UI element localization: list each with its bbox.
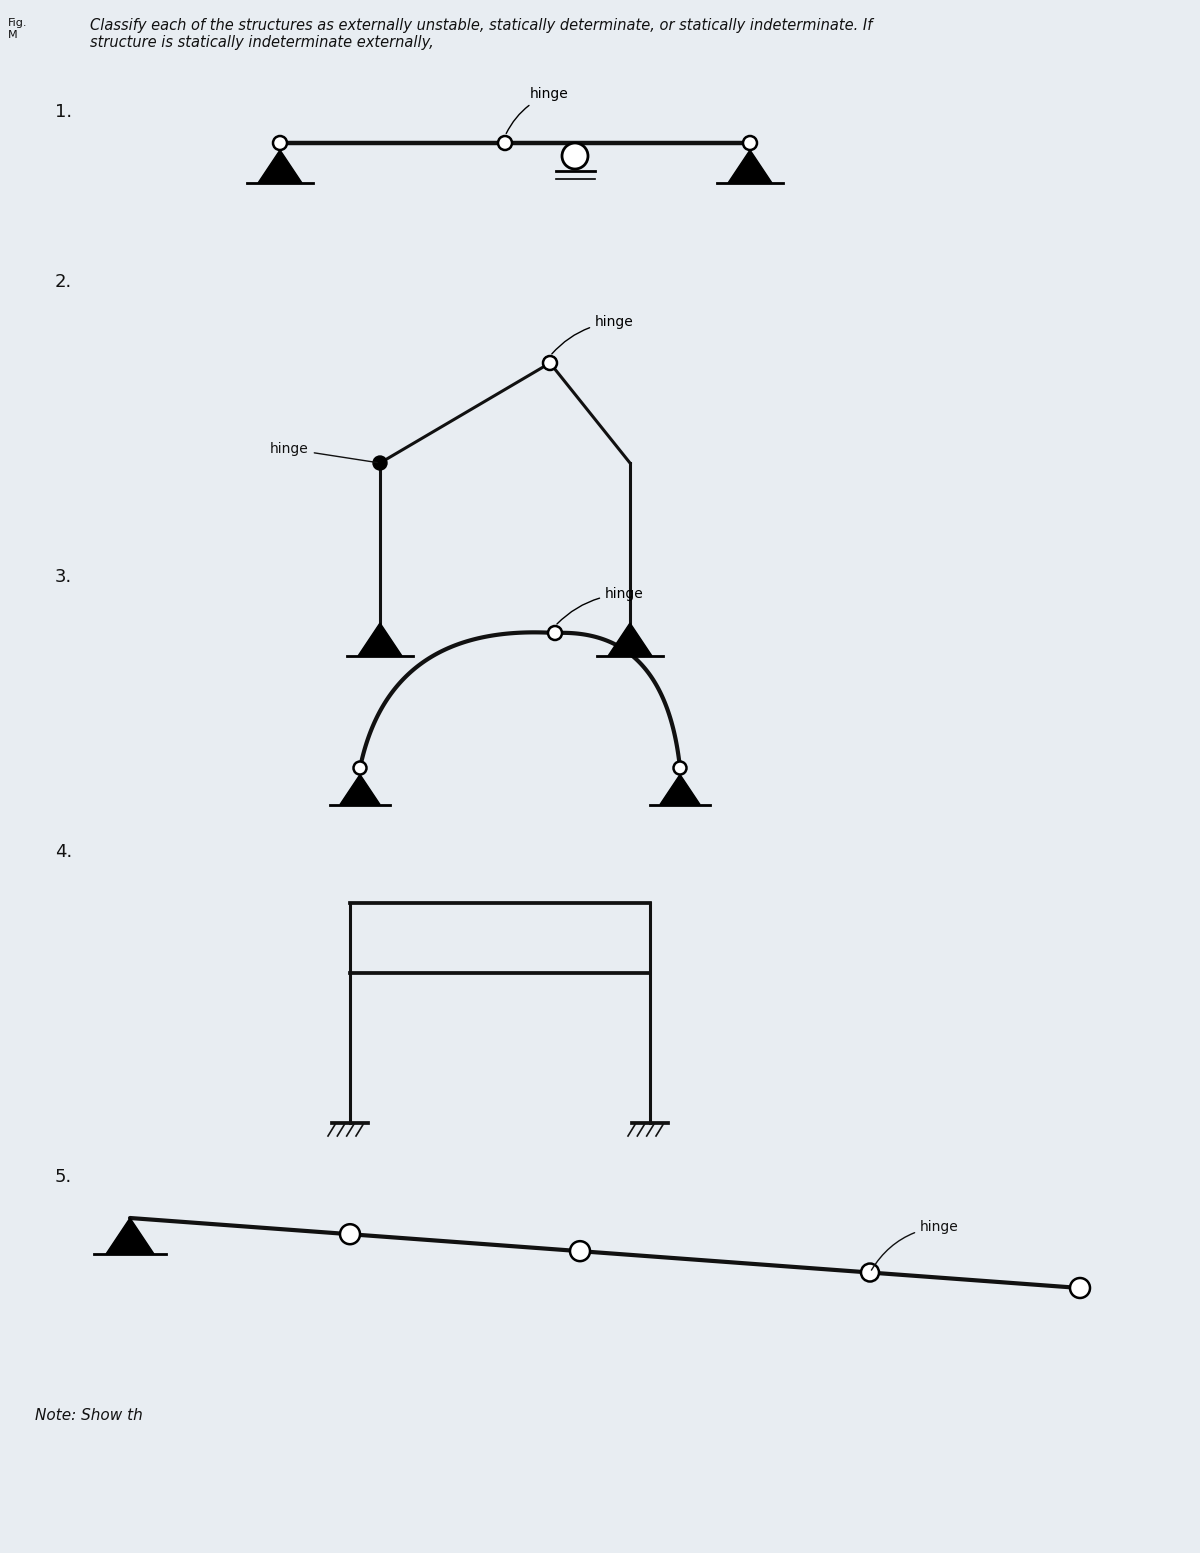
Text: hinge: hinge [552, 315, 634, 354]
Circle shape [860, 1264, 878, 1281]
Circle shape [498, 137, 512, 151]
Polygon shape [728, 151, 772, 183]
Circle shape [354, 761, 366, 775]
Polygon shape [258, 151, 302, 183]
Text: 2.: 2. [55, 273, 72, 290]
Text: Note: Show th: Note: Show th [35, 1409, 143, 1423]
Circle shape [673, 761, 686, 775]
Circle shape [274, 137, 287, 151]
Text: hinge: hinge [557, 587, 643, 624]
Text: hinge: hinge [871, 1219, 959, 1270]
Text: 1.: 1. [55, 102, 72, 121]
Text: 5.: 5. [55, 1168, 72, 1186]
Circle shape [570, 1241, 590, 1261]
Circle shape [340, 1224, 360, 1244]
Polygon shape [340, 775, 380, 804]
Text: hinge: hinge [270, 443, 377, 463]
Text: 3.: 3. [55, 568, 72, 585]
Circle shape [1070, 1278, 1090, 1298]
Text: 4.: 4. [55, 843, 72, 860]
Text: Fig.
M: Fig. M [8, 19, 28, 39]
Circle shape [542, 356, 557, 370]
Polygon shape [608, 623, 652, 655]
Text: Classify each of the structures as externally unstable, statically determinate, : Classify each of the structures as exter… [90, 19, 872, 50]
Polygon shape [660, 775, 700, 804]
Circle shape [562, 143, 588, 169]
Circle shape [743, 137, 757, 151]
Circle shape [548, 626, 562, 640]
Polygon shape [358, 623, 402, 655]
Circle shape [542, 356, 557, 370]
Polygon shape [106, 1218, 154, 1253]
Text: hinge: hinge [506, 87, 569, 134]
Circle shape [373, 457, 386, 471]
